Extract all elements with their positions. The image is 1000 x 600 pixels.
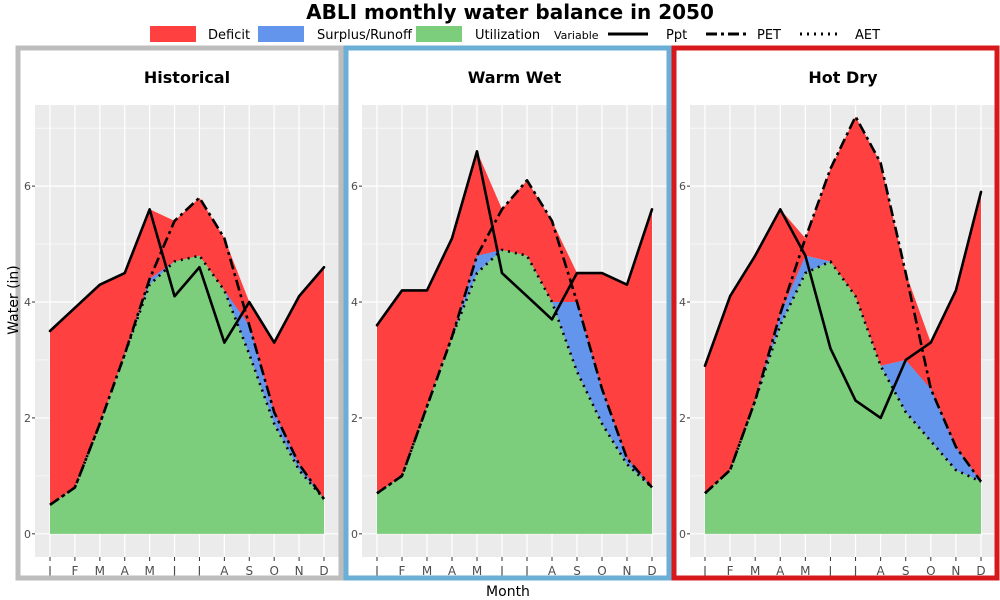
x-tick-label: S [902,564,910,578]
x-tick-label: A [121,564,130,578]
legend-label: PET [757,28,781,43]
x-tick-label: J [172,564,177,578]
x-tick-label: S [245,564,253,578]
legend-label: Utilization [475,28,540,43]
x-tick-label: A [877,564,886,578]
ppt-line [375,150,654,327]
legend-label: Deficit [208,28,250,43]
legend: Deficit Surplus/Runoff Utilization Variable… [150,26,880,43]
x-tick-label: J [499,564,504,578]
y-tick-label: 6 [24,180,31,193]
x-tick-label: F [399,564,406,578]
x-tick-label: D [976,564,985,578]
legend-variable-title: Variable [554,29,599,42]
panel-title: Hot Dry [808,68,878,87]
ppt-line [703,190,983,420]
y-tick-label: 0 [679,528,686,541]
x-tick-label: A [548,564,557,578]
y-tick-label: 4 [24,296,31,309]
utilization-area [377,249,652,534]
x-tick-label: A [220,564,229,578]
legend-label: AET [855,28,880,43]
x-tick-label: J [197,564,202,578]
utilization-area [705,261,981,534]
x-tick-label: M [144,564,154,578]
legend-label: Ppt [666,28,687,43]
deficit-area [705,116,981,494]
panel-title: Historical [144,68,230,87]
y-tick-label: 2 [351,412,358,425]
x-tick-label: M [750,564,760,578]
x-tick-label: J [47,564,52,578]
panel-border [15,45,344,581]
y-tick-label: 2 [24,412,31,425]
panel-warm-wet: 0 2 4 6 J F M A M J J A S O N D Warm Wet [343,45,672,581]
x-tick-label: O [597,564,606,578]
x-axis-label: Month [486,584,530,600]
x-tick-label: A [448,564,457,578]
x-tick-label: A [776,564,785,578]
x-tick-label: D [319,564,328,578]
legend-key-deficit [150,26,196,42]
x-tick-label: O [926,564,935,578]
x-tick-label: M [422,564,432,578]
x-tick-label: M [472,564,482,578]
x-tick-label: O [269,564,278,578]
panel-hot-dry: 0 2 4 6 J F M A M J J A S O N D Hot Dry [671,45,1000,581]
deficit-area [50,197,324,505]
pet-line [376,179,653,495]
x-tick-label: D [647,564,656,578]
y-tick-label: 6 [679,180,686,193]
x-tick-label: J [702,564,707,578]
x-tick-label: M [800,564,810,578]
x-tick-label: N [951,564,960,578]
pet-line [704,115,983,495]
x-tick-label: N [295,564,304,578]
x-tick-label: N [623,564,632,578]
y-tick-label: 0 [24,528,31,541]
y-tick-label: 2 [679,412,686,425]
ppt-line [48,208,326,344]
y-axis-label: Water (in) [6,265,22,335]
panel-border [343,45,672,581]
x-tick-label: F [71,564,78,578]
y-tick-label: 4 [351,296,358,309]
y-tick-label: 0 [351,528,358,541]
x-tick-label: M [95,564,105,578]
deficit-area [377,151,652,494]
x-tick-label: S [573,564,581,578]
x-tick-label: F [727,564,734,578]
x-tick-label: J [853,564,858,578]
panel-border [671,45,1000,581]
legend-key-surplus-runoff [258,26,304,42]
legend-key-utilization [416,26,462,42]
panel-title: Warm Wet [468,68,562,87]
y-tick-label: 6 [351,180,358,193]
legend-label: Surplus/Runoff [317,28,413,43]
y-tick-label: 4 [679,296,686,309]
aet-line [704,260,982,495]
pet-line [49,196,326,506]
chart-title: ABLI monthly water balance in 2050 [306,0,714,24]
x-tick-label: J [374,564,379,578]
x-tick-label: J [828,564,833,578]
utilization-area [50,255,324,534]
x-tick-label: J [524,564,529,578]
